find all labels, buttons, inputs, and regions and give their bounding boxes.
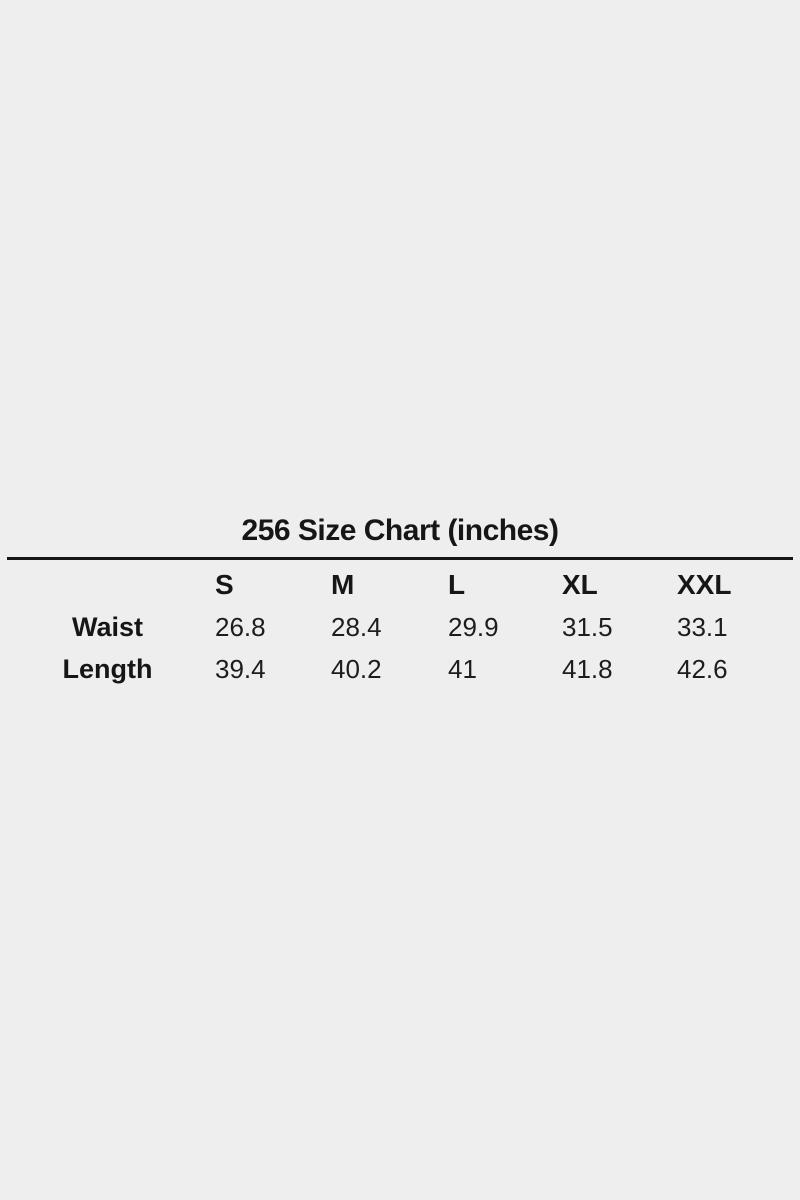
waist-value-xl: 31.5 <box>562 611 613 642</box>
column-header-m: M <box>331 569 355 600</box>
table-row-waist: Waist 26.8 28.4 29.9 31.5 33.1 <box>0 606 800 648</box>
waist-value-xxl: 33.1 <box>677 611 728 642</box>
waist-value-m: 28.4 <box>331 611 382 642</box>
column-header-l: L <box>448 569 466 600</box>
column-header-xl: XL <box>562 569 598 600</box>
length-value-s: 39.4 <box>215 653 266 684</box>
table-row-length: Length 39.4 40.2 41 41.8 42.6 <box>0 648 800 690</box>
length-value-xxl: 42.6 <box>677 653 728 684</box>
column-header-s: S <box>215 569 234 600</box>
row-label-length: Length <box>62 653 153 684</box>
corner-cell <box>0 564 215 606</box>
length-value-m: 40.2 <box>331 653 382 684</box>
table-header-row: S M L XL XXL <box>0 564 800 606</box>
column-header-xxl: XXL <box>677 569 732 600</box>
title-divider-line <box>7 557 793 560</box>
length-value-l: 41 <box>448 653 477 684</box>
length-value-xl: 41.8 <box>562 653 613 684</box>
size-chart-table: S M L XL XXL Waist 26.8 28.4 29.9 31.5 3… <box>0 564 800 690</box>
size-chart-title: 256 Size Chart (inches) <box>241 514 559 547</box>
waist-value-l: 29.9 <box>448 611 499 642</box>
row-label-waist: Waist <box>71 611 143 642</box>
waist-value-s: 26.8 <box>215 611 266 642</box>
